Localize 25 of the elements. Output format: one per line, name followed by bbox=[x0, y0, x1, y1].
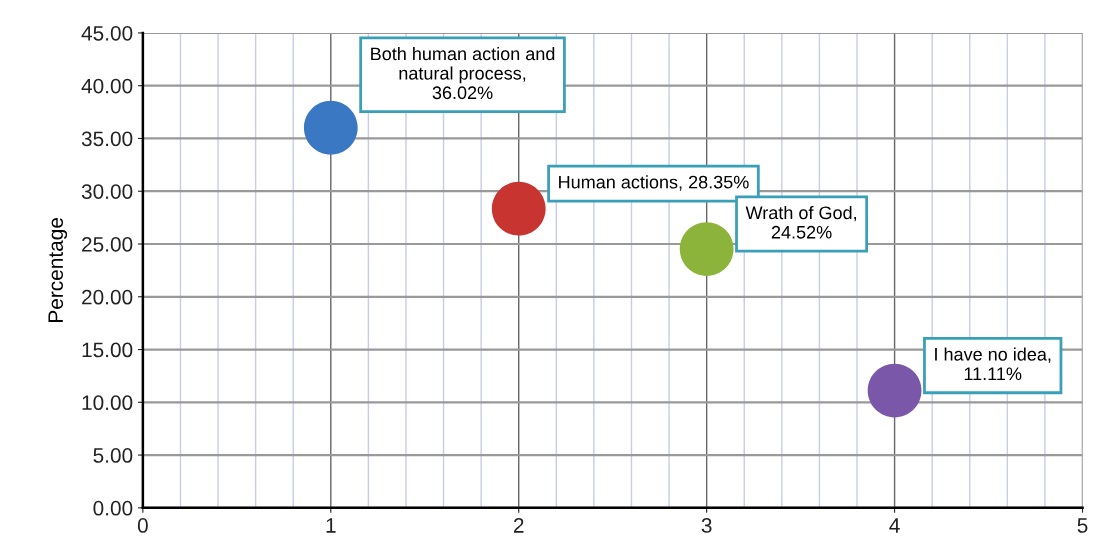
y-tick-label: 35.00 bbox=[81, 131, 133, 147]
x-tick-label: 5 bbox=[1077, 518, 1088, 533]
y-tick-label: 5.00 bbox=[93, 448, 133, 463]
point bbox=[491, 181, 546, 236]
x-tick-label: 4 bbox=[889, 518, 900, 533]
data-label: Wrath of God, 24.52% bbox=[745, 205, 856, 239]
y-axis-title: Percentage bbox=[48, 218, 68, 322]
point bbox=[679, 222, 734, 276]
data-label: Both human action and natural process, 36.02% bbox=[371, 46, 555, 100]
y-tick-label: 30.00 bbox=[81, 184, 133, 199]
y-tick-label: 45.00 bbox=[81, 25, 133, 41]
data-label: I have no idea, 11.11% bbox=[935, 347, 1051, 381]
x-tick-label: 2 bbox=[513, 518, 524, 533]
y-tick-label: 40.00 bbox=[81, 78, 133, 94]
x-tick-label: 0 bbox=[137, 518, 148, 533]
data-label: Human actions, 28.35% bbox=[559, 175, 749, 191]
x-tick-label: 1 bbox=[326, 518, 336, 533]
point bbox=[303, 100, 358, 155]
point bbox=[867, 363, 922, 418]
y-tick-label: 25.00 bbox=[82, 237, 133, 252]
y-tick-label: 10.00 bbox=[82, 395, 133, 411]
y-tick-label: 15.00 bbox=[82, 342, 133, 358]
y-tick-label: 20.00 bbox=[82, 289, 133, 305]
x-tick-label: 3 bbox=[701, 518, 712, 533]
y-tick-label: 0.00 bbox=[93, 500, 133, 516]
